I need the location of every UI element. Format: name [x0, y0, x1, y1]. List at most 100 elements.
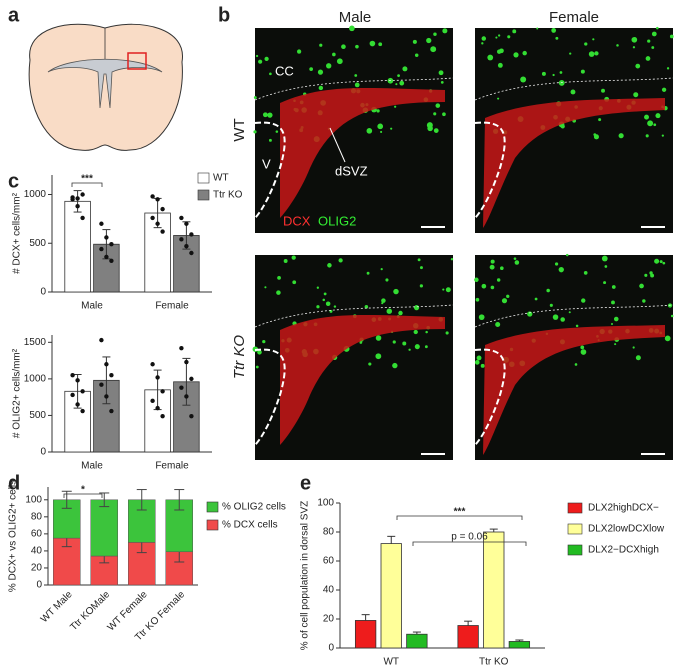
- cell-dot: [604, 265, 608, 268]
- cell-dot: [369, 40, 376, 47]
- cell-dot: [336, 58, 343, 65]
- scale-bar: [421, 453, 445, 455]
- cell-dot: [333, 305, 337, 308]
- cell-dot: [647, 39, 651, 43]
- row-label: WT: [231, 118, 248, 141]
- data-point: [160, 389, 165, 394]
- data-point: [80, 215, 85, 221]
- bar: [406, 633, 428, 649]
- cell-dot: [642, 299, 646, 303]
- data-point: [99, 221, 104, 226]
- cell-dot: [327, 263, 332, 268]
- y-tick-label: 80: [31, 511, 43, 522]
- cell-dot: [392, 362, 398, 369]
- data-point: [104, 394, 109, 399]
- cell-dot: [398, 310, 403, 316]
- micrograph: [253, 25, 454, 233]
- cell-dot: [666, 67, 670, 70]
- data-point: [104, 235, 109, 240]
- cell-dot: [497, 34, 501, 37]
- y-axis-label: % DCX+ vs OLIG2+ cells: [8, 480, 19, 592]
- x-tick-label: Male: [81, 461, 103, 472]
- cell-dot: [438, 70, 444, 76]
- cell-dot: [445, 287, 451, 293]
- cell-dot: [513, 257, 517, 260]
- cell-dot: [419, 266, 423, 270]
- cell-dot: [268, 138, 272, 142]
- cell-dot: [430, 46, 437, 53]
- panel-letter: a: [8, 4, 20, 26]
- data-point: [189, 250, 194, 256]
- row-label: Ttr KO: [231, 335, 248, 379]
- cell-dot: [644, 114, 649, 120]
- legend-label: % DCX cells: [222, 520, 278, 531]
- cell-dot: [349, 25, 355, 32]
- cell-dot: [317, 69, 324, 75]
- bar: [354, 620, 377, 649]
- cell-dot: [442, 288, 445, 291]
- cell-dot: [255, 54, 259, 58]
- cell-dot: [276, 290, 281, 295]
- panel-letter: c: [8, 170, 19, 192]
- cell-dot: [655, 113, 661, 119]
- cell-dot: [644, 273, 648, 277]
- cell-dot: [262, 339, 266, 344]
- cell-dot: [318, 85, 324, 91]
- ventricle-outline: [254, 121, 286, 219]
- y-tick-label: 80: [323, 527, 335, 538]
- cell-dot: [412, 39, 417, 44]
- y-tick-label: 60: [323, 556, 335, 567]
- cell-dot: [495, 36, 498, 39]
- cell-dot: [610, 322, 614, 326]
- legend-label: % OLIG2 cells: [222, 502, 286, 513]
- cell-dot: [527, 311, 533, 317]
- significance-bracket: [412, 541, 527, 546]
- cell-dot: [552, 314, 559, 320]
- cell-dot: [588, 51, 595, 57]
- cell-dot: [603, 281, 607, 285]
- y-tick-label: 20: [31, 563, 43, 574]
- cell-dot: [413, 305, 420, 311]
- annotation: ***: [81, 174, 93, 185]
- cell-dot: [611, 300, 615, 305]
- x-tick-label: Male: [81, 301, 103, 312]
- column-label: Female: [549, 9, 599, 26]
- cell-dot: [497, 62, 503, 68]
- cell-dot: [275, 130, 279, 133]
- cell-dot: [555, 36, 559, 40]
- scale-bar: [641, 226, 665, 228]
- data-point: [179, 385, 184, 390]
- x-tick-label: Female: [155, 461, 189, 472]
- legend-swatch: [206, 501, 219, 513]
- data-point: [109, 258, 114, 263]
- cell-dot: [497, 97, 500, 100]
- cell-dot: [417, 258, 421, 262]
- cell-dot: [601, 88, 605, 93]
- cell-dot: [319, 43, 323, 47]
- cell-dot: [402, 66, 408, 72]
- cell-dot: [481, 36, 487, 41]
- cell-dot: [375, 335, 382, 341]
- legend-label: Ttr KO: [213, 190, 243, 201]
- cell-dot: [570, 89, 576, 95]
- y-tick-label: 100: [317, 498, 334, 509]
- red-stain: [483, 325, 665, 455]
- legend-swatch: [567, 544, 583, 556]
- y-axis-label: % of cell population in dorsal SVZ: [300, 501, 311, 651]
- image-label: dSVZ: [335, 163, 368, 178]
- red-stain: [280, 314, 445, 445]
- y-tick-label: 500: [29, 238, 46, 249]
- cell-dot: [501, 298, 508, 304]
- data-point: [189, 376, 194, 382]
- bar: [64, 200, 91, 293]
- cell-dot: [661, 134, 664, 137]
- data-point: [189, 232, 194, 237]
- cell-dot: [354, 74, 358, 77]
- data-point: [189, 413, 194, 419]
- cell-dot: [442, 28, 448, 34]
- significance-bracket: [63, 493, 103, 498]
- data-point: [160, 413, 165, 419]
- cell-dot: [292, 280, 297, 285]
- cell-dot: [478, 314, 485, 321]
- cell-dot: [380, 268, 383, 271]
